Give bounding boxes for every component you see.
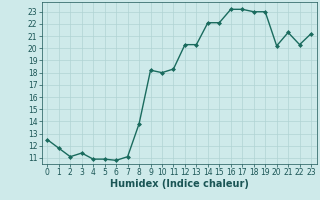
X-axis label: Humidex (Indice chaleur): Humidex (Indice chaleur): [110, 179, 249, 189]
